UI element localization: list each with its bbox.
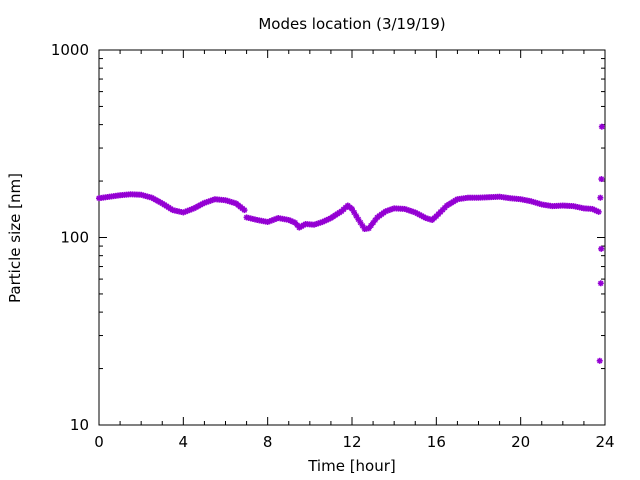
y-axis-label: Particle size [nm]	[6, 173, 24, 303]
data-point	[596, 357, 603, 364]
x-tick-label: 20	[511, 433, 530, 451]
x-tick-label: 0	[94, 433, 104, 451]
data-points	[96, 123, 605, 364]
data-point	[597, 194, 604, 201]
data-point	[241, 207, 248, 214]
x-tick-label: 24	[595, 433, 614, 451]
y-tick-labels: 10 100 1000	[51, 41, 89, 434]
plot-frame	[98, 49, 606, 426]
x-tick-label: 8	[263, 433, 273, 451]
y-tick-label: 10	[70, 416, 89, 434]
data-point	[597, 280, 604, 287]
data-point	[598, 123, 605, 130]
x-tick-label: 16	[427, 433, 446, 451]
x-tick-labels: 0 4 8 12 16 20 24	[94, 433, 614, 451]
x-tick-label: 4	[179, 433, 189, 451]
data-point	[598, 245, 605, 252]
x-axis-label: Time [hour]	[307, 457, 396, 475]
y-tick-label: 1000	[51, 41, 89, 59]
y-tick-label: 100	[60, 229, 89, 247]
data-point	[598, 176, 605, 183]
x-tick-label: 12	[342, 433, 361, 451]
axis-ticks	[98, 49, 606, 426]
chart-title: Modes location (3/19/19)	[258, 15, 445, 33]
data-point	[595, 208, 602, 215]
